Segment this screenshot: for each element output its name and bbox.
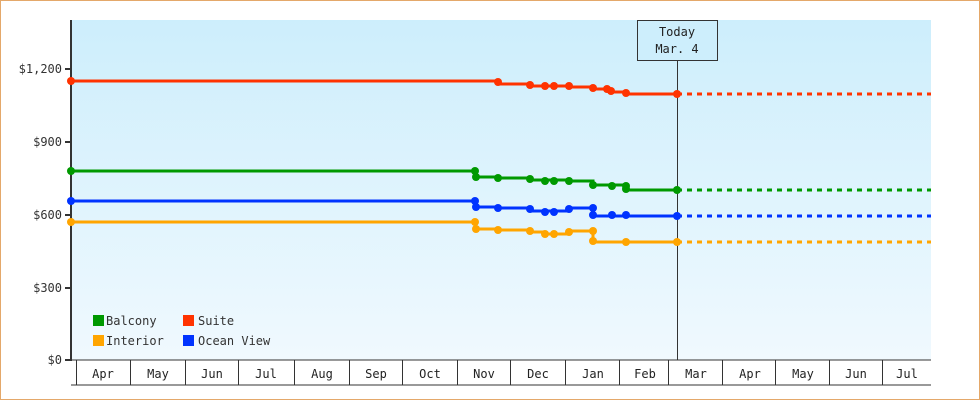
today-marker: Today Mar. 4: [637, 20, 718, 360]
month-label: Nov: [473, 367, 495, 381]
month-label: Jun: [201, 367, 223, 381]
legend-label: Interior: [106, 334, 164, 348]
legend-swatch-balcony: [93, 315, 104, 326]
y-tick-label: $0: [48, 353, 62, 367]
legend-swatch-interior: [93, 335, 104, 346]
series-suite: [67, 77, 931, 98]
legend: Balcony Suite Interior Ocean View: [93, 314, 271, 348]
today-date: Mar. 4: [655, 42, 698, 56]
legend-label: Ocean View: [198, 334, 271, 348]
data-points: [67, 77, 681, 98]
month-label: Feb: [634, 367, 656, 381]
y-tick-label: $900: [33, 135, 62, 149]
y-tick-label: $300: [33, 281, 62, 295]
series-ocean-view: [67, 197, 931, 220]
month-label: Mar: [685, 367, 707, 381]
month-label: Apr: [739, 367, 761, 381]
series-interior: [67, 218, 931, 246]
month-label: May: [792, 367, 814, 381]
legend-label: Balcony: [106, 314, 157, 328]
y-tick-label: $1,200: [19, 62, 62, 76]
month-label: Apr: [92, 367, 114, 381]
month-label: Sep: [365, 367, 387, 381]
month-label: Jul: [896, 367, 918, 381]
series-balcony: [67, 167, 931, 194]
month-label: Jan: [582, 367, 604, 381]
month-label: Oct: [419, 367, 441, 381]
month-label: May: [147, 367, 169, 381]
legend-swatch-ocean-view: [183, 335, 194, 346]
today-label: Today: [659, 25, 695, 39]
y-ticks: $1,200 $900 $600 $300 $0: [19, 62, 71, 367]
y-tick-label: $600: [33, 208, 62, 222]
month-label: Jul: [255, 367, 277, 381]
x-axis-months: Apr May Jun Jul Aug Sep Oct Nov Dec Jan …: [71, 359, 931, 386]
month-label: Aug: [311, 367, 333, 381]
legend-swatch-suite: [183, 315, 194, 326]
month-label: Jun: [845, 367, 867, 381]
month-label: Dec: [527, 367, 549, 381]
legend-label: Suite: [198, 314, 234, 328]
